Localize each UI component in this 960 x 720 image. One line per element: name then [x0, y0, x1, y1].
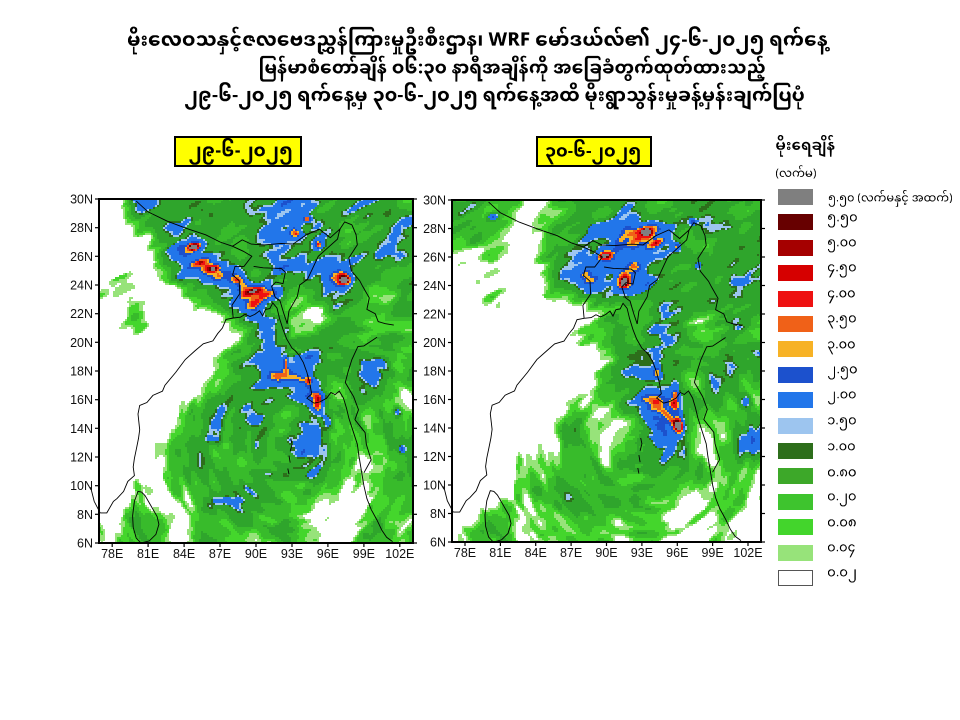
svg-text:12N: 12N: [423, 450, 446, 464]
svg-text:93E: 93E: [281, 547, 303, 561]
svg-text:26N: 26N: [70, 250, 93, 264]
svg-text:22N: 22N: [423, 308, 446, 322]
svg-text:10N: 10N: [70, 479, 93, 493]
svg-text:20N: 20N: [423, 336, 446, 350]
svg-text:81E: 81E: [489, 546, 511, 560]
svg-text:93E: 93E: [631, 546, 653, 560]
svg-text:84E: 84E: [525, 546, 547, 560]
svg-text:26N: 26N: [423, 251, 446, 265]
svg-text:90E: 90E: [595, 546, 617, 560]
svg-text:81E: 81E: [137, 547, 159, 561]
svg-text:14N: 14N: [423, 422, 446, 436]
svg-text:18N: 18N: [423, 365, 446, 379]
svg-text:22N: 22N: [70, 307, 93, 321]
svg-text:10N: 10N: [423, 479, 446, 493]
svg-text:96E: 96E: [317, 547, 339, 561]
svg-text:6N: 6N: [430, 536, 446, 550]
svg-text:99E: 99E: [701, 546, 723, 560]
svg-text:30N: 30N: [70, 193, 93, 207]
svg-text:12N: 12N: [70, 451, 93, 465]
svg-text:8N: 8N: [430, 507, 446, 521]
svg-text:102E: 102E: [733, 546, 762, 560]
svg-text:24N: 24N: [423, 279, 446, 293]
svg-text:90E: 90E: [245, 547, 267, 561]
svg-text:18N: 18N: [70, 365, 93, 379]
svg-text:99E: 99E: [353, 547, 375, 561]
svg-text:20N: 20N: [70, 336, 93, 350]
svg-text:8N: 8N: [77, 508, 93, 522]
svg-text:6N: 6N: [77, 537, 93, 551]
svg-text:28N: 28N: [423, 222, 446, 236]
svg-text:16N: 16N: [70, 393, 93, 407]
svg-text:84E: 84E: [173, 547, 195, 561]
svg-text:102E: 102E: [385, 547, 414, 561]
svg-text:87E: 87E: [209, 547, 231, 561]
svg-text:28N: 28N: [70, 221, 93, 235]
svg-text:24N: 24N: [70, 279, 93, 293]
svg-text:78E: 78E: [101, 547, 123, 561]
svg-text:30N: 30N: [423, 194, 446, 208]
svg-text:78E: 78E: [454, 546, 476, 560]
svg-text:16N: 16N: [423, 393, 446, 407]
svg-text:14N: 14N: [70, 422, 93, 436]
svg-text:96E: 96E: [666, 546, 688, 560]
svg-text:87E: 87E: [560, 546, 582, 560]
